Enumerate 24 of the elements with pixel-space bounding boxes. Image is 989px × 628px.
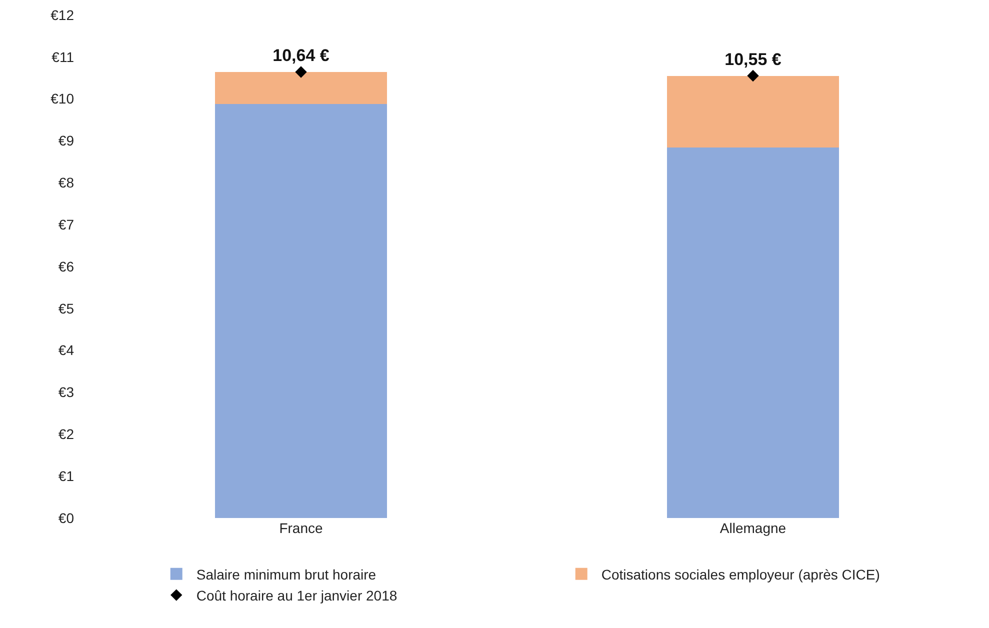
y-tick-label: €0 bbox=[58, 510, 74, 526]
x-tick-label: France bbox=[279, 520, 323, 536]
legend-label: Cotisations sociales employeur (après CICE) bbox=[601, 566, 880, 582]
x-tick-label: Allemagne bbox=[720, 520, 786, 536]
y-tick-label: €5 bbox=[58, 300, 74, 316]
bar bbox=[215, 104, 387, 518]
legend-label: Coût horaire au 1er janvier 2018 bbox=[196, 588, 398, 604]
y-tick-label: €11 bbox=[52, 48, 74, 65]
y-tick-label: €3 bbox=[58, 384, 74, 400]
bar bbox=[667, 76, 839, 148]
y-tick-label: €12 bbox=[50, 6, 74, 23]
y-tick-label: €8 bbox=[58, 174, 74, 191]
y-tick-label: €7 bbox=[58, 216, 74, 232]
y-tick-label: €9 bbox=[58, 132, 74, 149]
data-label: 10,64 € bbox=[272, 46, 330, 66]
y-tick-label: €4 bbox=[58, 342, 74, 358]
y-tick-label: €10 bbox=[50, 90, 74, 107]
data-label: 10,55 € bbox=[724, 50, 782, 69]
bar bbox=[667, 147, 839, 518]
legend-label: Salaire minimum brut horaire bbox=[196, 566, 376, 582]
y-tick-label: €1 bbox=[58, 468, 74, 484]
y-tick-label: €6 bbox=[58, 258, 74, 274]
y-tick-label: €2 bbox=[58, 426, 74, 442]
bar bbox=[215, 72, 387, 104]
